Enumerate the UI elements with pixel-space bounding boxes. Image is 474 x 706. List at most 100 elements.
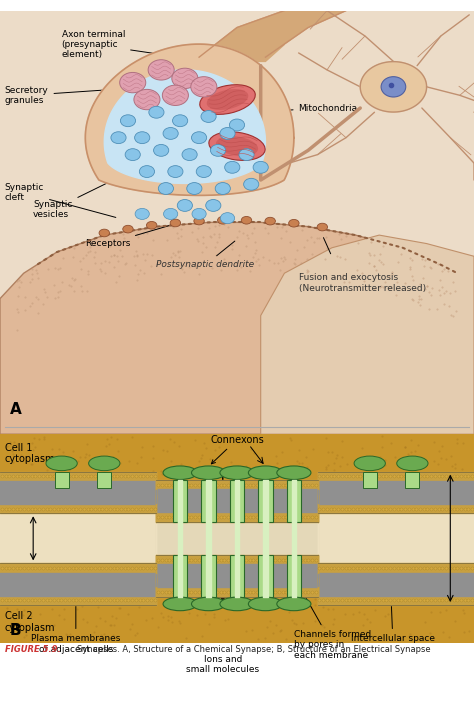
- Ellipse shape: [158, 183, 173, 194]
- Ellipse shape: [220, 466, 254, 479]
- Ellipse shape: [191, 132, 207, 143]
- Polygon shape: [360, 61, 427, 112]
- Ellipse shape: [397, 456, 428, 471]
- Text: Synapses. A, Structure of a Chemical Synapse; B, Structure of an Electrical Syna: Synapses. A, Structure of a Chemical Syn…: [77, 645, 430, 654]
- Ellipse shape: [134, 90, 160, 109]
- Text: Postsynaptic dendrite: Postsynaptic dendrite: [156, 241, 255, 269]
- Polygon shape: [199, 44, 284, 61]
- FancyBboxPatch shape: [230, 555, 244, 597]
- Ellipse shape: [248, 597, 283, 611]
- Text: Connexons: Connexons: [210, 434, 264, 464]
- Ellipse shape: [173, 115, 188, 126]
- Ellipse shape: [225, 162, 240, 173]
- FancyBboxPatch shape: [173, 480, 187, 522]
- FancyBboxPatch shape: [363, 472, 377, 489]
- Text: Receptors: Receptors: [85, 223, 177, 248]
- FancyBboxPatch shape: [230, 480, 244, 522]
- Ellipse shape: [192, 208, 206, 220]
- Ellipse shape: [265, 217, 275, 225]
- Ellipse shape: [216, 136, 258, 156]
- Text: Cell 1
cytoplasm: Cell 1 cytoplasm: [5, 443, 55, 464]
- Ellipse shape: [220, 213, 235, 224]
- FancyBboxPatch shape: [201, 555, 216, 597]
- Text: B: B: [9, 623, 21, 638]
- Text: Synaptic
vesicles: Synaptic vesicles: [33, 160, 154, 220]
- Text: Axon terminal
(presynaptic
element): Axon terminal (presynaptic element): [62, 30, 206, 61]
- Ellipse shape: [135, 208, 149, 220]
- Ellipse shape: [99, 229, 109, 237]
- Text: FIGURE 5.9.: FIGURE 5.9.: [5, 645, 60, 654]
- Polygon shape: [104, 70, 265, 184]
- Ellipse shape: [146, 222, 157, 229]
- Ellipse shape: [241, 217, 252, 224]
- Ellipse shape: [244, 179, 259, 190]
- Polygon shape: [199, 11, 346, 57]
- FancyBboxPatch shape: [258, 555, 273, 597]
- Ellipse shape: [120, 115, 136, 126]
- Ellipse shape: [135, 132, 150, 143]
- Ellipse shape: [170, 219, 181, 227]
- FancyBboxPatch shape: [258, 480, 273, 522]
- Text: 3.5 nm: 3.5 nm: [43, 534, 72, 543]
- Ellipse shape: [196, 166, 211, 177]
- Text: A: A: [9, 402, 21, 417]
- Ellipse shape: [172, 68, 198, 88]
- Ellipse shape: [119, 73, 146, 92]
- Polygon shape: [85, 44, 294, 196]
- Ellipse shape: [187, 183, 202, 194]
- FancyBboxPatch shape: [201, 480, 216, 522]
- Ellipse shape: [381, 77, 406, 97]
- Ellipse shape: [239, 149, 254, 160]
- Ellipse shape: [191, 597, 226, 611]
- Ellipse shape: [177, 200, 192, 211]
- Ellipse shape: [163, 466, 197, 479]
- Ellipse shape: [168, 166, 183, 177]
- Text: Mitochondria: Mitochondria: [249, 104, 358, 112]
- Ellipse shape: [191, 466, 226, 479]
- Ellipse shape: [182, 149, 197, 160]
- Text: Intercellular space: Intercellular space: [351, 542, 435, 643]
- FancyBboxPatch shape: [97, 472, 111, 489]
- Ellipse shape: [163, 128, 178, 139]
- Ellipse shape: [277, 466, 311, 479]
- Polygon shape: [261, 235, 474, 434]
- Text: Plasma membranes
of adjacent cells: Plasma membranes of adjacent cells: [31, 517, 120, 654]
- Polygon shape: [0, 11, 474, 307]
- Ellipse shape: [162, 85, 188, 105]
- Text: Fusion and exocytosis
(Neurotransmitter released): Fusion and exocytosis (Neurotransmitter …: [299, 273, 426, 292]
- Ellipse shape: [139, 166, 155, 177]
- FancyBboxPatch shape: [405, 472, 419, 489]
- Ellipse shape: [206, 200, 221, 211]
- Ellipse shape: [149, 107, 164, 118]
- Text: Cell 2
cytoplasm: Cell 2 cytoplasm: [5, 611, 55, 633]
- Text: 20 nm: 20 nm: [414, 534, 441, 543]
- Ellipse shape: [289, 220, 299, 227]
- Ellipse shape: [164, 208, 178, 220]
- Ellipse shape: [248, 466, 283, 479]
- FancyBboxPatch shape: [173, 555, 187, 597]
- Ellipse shape: [163, 597, 197, 611]
- Ellipse shape: [201, 111, 216, 122]
- Ellipse shape: [125, 149, 140, 160]
- Text: Ions and
small molecules: Ions and small molecules: [186, 655, 259, 674]
- FancyBboxPatch shape: [287, 555, 301, 597]
- Ellipse shape: [220, 597, 254, 611]
- Text: Synaptic
cleft: Synaptic cleft: [5, 183, 116, 217]
- Ellipse shape: [123, 225, 133, 233]
- Ellipse shape: [253, 162, 268, 173]
- Ellipse shape: [148, 60, 174, 80]
- Ellipse shape: [200, 85, 255, 114]
- Ellipse shape: [218, 217, 228, 224]
- FancyBboxPatch shape: [55, 472, 69, 489]
- Ellipse shape: [277, 597, 311, 611]
- Ellipse shape: [111, 132, 126, 143]
- Text: Channels formed
by pores in
each membrane: Channels formed by pores in each membran…: [253, 504, 371, 660]
- Ellipse shape: [317, 223, 328, 231]
- Ellipse shape: [354, 456, 385, 471]
- Ellipse shape: [215, 183, 230, 194]
- Ellipse shape: [154, 145, 169, 156]
- Text: Secretory
granules: Secretory granules: [5, 85, 149, 105]
- Ellipse shape: [46, 456, 77, 471]
- Ellipse shape: [229, 119, 245, 131]
- Ellipse shape: [209, 132, 265, 160]
